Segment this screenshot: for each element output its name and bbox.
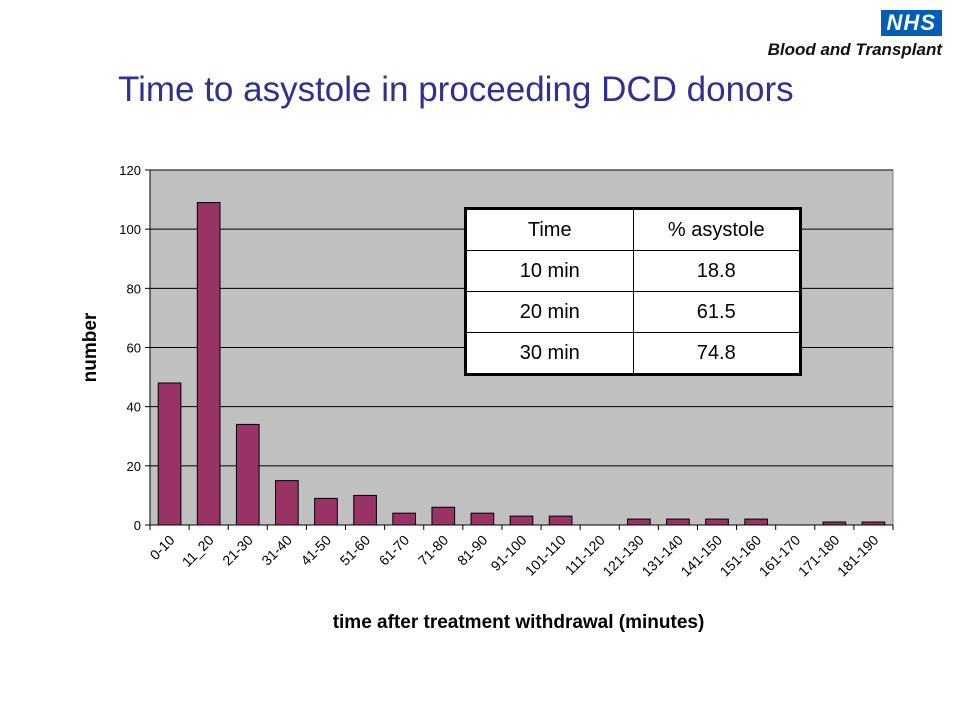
x-tick-label: 81-90 (454, 532, 491, 569)
table-cell-time: 20 min (465, 291, 634, 333)
table-cell-percent: 18.8 (632, 250, 801, 292)
bar (666, 518, 690, 526)
bar (353, 494, 377, 526)
x-tick-label: 61-70 (376, 532, 413, 569)
x-tick-label: 71-80 (415, 532, 452, 569)
table-header-percent: % asystole (632, 208, 801, 251)
bar (314, 497, 338, 526)
x-tick-label: 181-190 (834, 532, 882, 580)
bar (509, 515, 534, 526)
x-tick-label: 31-40 (258, 532, 295, 569)
asystole-table: Time % asystole 10 min 18.8 20 min 61.5 … (464, 207, 802, 376)
nhs-badge: NHS (880, 10, 942, 36)
bar (744, 518, 768, 526)
table-row: 20 min 61.5 (465, 291, 801, 333)
bar (548, 515, 573, 526)
y-axis-label: number (80, 312, 101, 382)
bar-series (157, 202, 886, 526)
bar (470, 512, 495, 526)
y-tick-label: 40 (127, 400, 141, 415)
x-tick-label: 51-60 (337, 532, 374, 569)
y-tick-label: 0 (134, 518, 141, 533)
bar (626, 518, 651, 526)
y-tick-label: 100 (119, 222, 141, 237)
bar (157, 382, 182, 526)
y-tick-label: 80 (127, 281, 141, 296)
x-tick-label: 151-160 (717, 532, 765, 580)
logo-subtitle: Blood and Transplant (767, 40, 942, 59)
table-cell-time: 30 min (465, 332, 634, 375)
bar (705, 518, 729, 526)
x-tick-label: 41-50 (297, 532, 334, 569)
y-axis: 0 20 40 60 80 100 120 (119, 163, 151, 533)
x-tick-label: 0-10 (147, 532, 178, 563)
table-header-row: Time % asystole (465, 208, 801, 251)
bar (235, 423, 260, 526)
x-tick-label: 141-150 (677, 532, 725, 580)
table-cell-percent: 61.5 (632, 291, 801, 333)
y-tick-label: 120 (119, 163, 141, 178)
x-tick-label: 121-130 (599, 532, 647, 580)
x-tick-label: 101-110 (522, 532, 569, 579)
bar (275, 480, 299, 526)
y-tick-label: 60 (127, 341, 141, 356)
bar (196, 202, 221, 526)
table-cell-percent: 74.8 (632, 332, 801, 375)
x-axis: 0-10 11_20 21-30 31-40 41-50 51-60 61-70 71-80 8… (147, 524, 894, 580)
slide-title: Time to asystole in proceeding DCD donor… (118, 70, 794, 109)
x-tick-label: 11_20 (179, 532, 217, 570)
x-tick-label: 161-170 (756, 532, 804, 580)
table-row: 10 min 18.8 (465, 250, 801, 292)
bar (392, 512, 417, 526)
nhs-logo: NHS Blood and Transplant (742, 10, 942, 66)
table-cell-time: 10 min (465, 250, 634, 292)
y-tick-label: 20 (127, 459, 141, 474)
table-header-time: Time (465, 208, 634, 251)
x-tick-label: 21-30 (219, 532, 256, 569)
x-tick-label: 171-180 (795, 532, 843, 580)
table-row: 30 min 74.8 (465, 332, 801, 375)
x-tick-label: 131-140 (638, 532, 686, 580)
bar (431, 506, 456, 526)
x-axis-label: time after treatment withdrawal (minutes… (333, 612, 705, 633)
